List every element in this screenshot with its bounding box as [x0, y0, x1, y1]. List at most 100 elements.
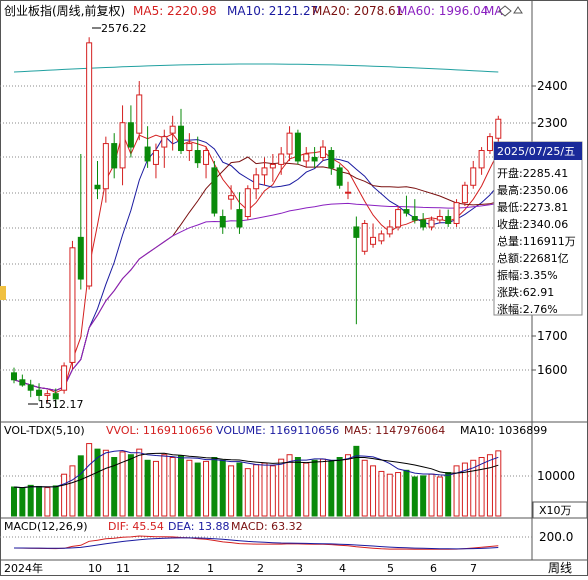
x-tick: 11 — [116, 562, 130, 575]
collapse-triangle-icon[interactable] — [513, 6, 523, 14]
left-scroll-marker[interactable] — [0, 286, 6, 300]
candle-body — [328, 150, 335, 169]
volume-bar — [211, 457, 218, 517]
candle-body — [278, 153, 285, 165]
info-row: 振幅:3.35% — [497, 268, 558, 282]
macd-tick: 200.0 — [539, 530, 573, 544]
candle-body — [228, 195, 235, 200]
price-tick: 2300 — [537, 116, 568, 130]
candlesticks — [11, 37, 502, 407]
candle-body — [186, 143, 193, 152]
volume-bar — [203, 460, 210, 517]
volume-bar — [144, 459, 151, 517]
volume-bar — [244, 468, 251, 517]
volume-bar — [345, 454, 351, 517]
volume-bar — [286, 454, 293, 517]
dea-label: DEA: 13.88 — [168, 520, 229, 533]
info-box-frame — [493, 141, 583, 316]
vol-title: VOL-TDX(5,10) — [4, 424, 85, 437]
candle-body — [169, 125, 176, 134]
volume-bar — [169, 457, 176, 517]
ma-more-label: MA — [484, 4, 503, 18]
ma10-label: MA10: 2121.27 — [227, 4, 318, 18]
volume-bar — [77, 455, 84, 517]
volume-bar — [102, 449, 109, 517]
ma60-label: MA60: 1996.04 — [397, 4, 488, 18]
candle-body — [144, 146, 151, 162]
candle-body — [345, 191, 351, 194]
candle-body — [102, 143, 109, 190]
volume-bar — [420, 475, 427, 517]
candle-body — [161, 136, 168, 148]
candle-body — [303, 153, 310, 162]
volume-bar — [386, 473, 393, 517]
x-tick: 7 — [470, 562, 477, 575]
candle-body — [253, 174, 260, 190]
candle-body — [286, 132, 293, 155]
volume-bar — [403, 469, 410, 517]
info-date-bar — [494, 142, 582, 160]
candle-body — [27, 384, 34, 391]
volume-bar — [161, 454, 168, 517]
vol-ma10-line — [13, 452, 499, 489]
ma60-line — [13, 202, 499, 392]
volume-bar — [136, 448, 143, 517]
candle-body — [395, 209, 402, 228]
candle-body — [436, 216, 443, 221]
candle-body — [127, 122, 134, 148]
candle-body — [428, 219, 435, 228]
main-header: 创业板指(周线,前复权) MA5: 2220.98 MA10: 2121.27 … — [4, 3, 523, 18]
volume-bar — [453, 465, 460, 517]
candle-body — [445, 216, 452, 224]
x-tick: 1 — [207, 562, 214, 575]
volume-bar — [353, 445, 360, 517]
volume-bar — [36, 485, 43, 517]
info-row: 总额:22681亿 — [497, 251, 569, 265]
volume-bar — [119, 451, 126, 517]
vvol-label: VVOL: 1169110656 — [106, 424, 213, 437]
info-date: 2025/07/25/五 — [497, 145, 575, 158]
candle-body — [11, 372, 17, 381]
dif-label: DIF: 45.54 — [108, 520, 164, 533]
volume-bar — [127, 454, 134, 517]
macd-lines — [13, 535, 499, 550]
candle-body — [378, 233, 385, 242]
volume-bar — [311, 459, 318, 517]
candle-body — [478, 150, 485, 169]
volume-bar — [278, 458, 285, 517]
volume-bar — [336, 457, 343, 517]
vol-tick: 10000 — [537, 469, 575, 483]
info-row: 开盘:2285.41 — [497, 166, 568, 180]
candle-body — [178, 125, 184, 152]
vol-unit: X10万 — [539, 504, 572, 517]
candle-body — [370, 236, 377, 245]
info-row: 最高:2350.06 — [497, 183, 568, 197]
volume-bar — [378, 470, 385, 517]
volume-bar — [86, 443, 93, 517]
volume-bar — [111, 457, 118, 517]
candle-body — [294, 132, 301, 162]
candle-body — [19, 379, 26, 386]
volume-bar — [52, 485, 59, 517]
vol-ma5-line — [13, 449, 499, 489]
low-label: 1512.17 — [38, 398, 84, 411]
candle-body — [94, 184, 101, 190]
price-tick: 1700 — [537, 329, 568, 343]
period-label[interactable]: 周线 — [548, 561, 572, 575]
info-row: 最低:2273.81 — [497, 201, 568, 214]
volume-bar — [44, 487, 51, 517]
x-axis: 2024年 10 11 12 1 2 3 4 5 6 7 — [4, 561, 477, 575]
volume-bar — [486, 454, 493, 517]
volume-bar — [236, 462, 243, 517]
candle-body — [420, 219, 427, 228]
expand-diamond-icon[interactable] — [498, 5, 512, 17]
candle-body — [44, 393, 51, 396]
volume-bar — [436, 476, 443, 517]
candle-body — [69, 247, 76, 363]
candle-body — [119, 122, 126, 169]
volume-bar — [11, 486, 17, 517]
chart-title: 创业板指(周线,前复权) — [4, 3, 125, 18]
volume-bar — [470, 459, 477, 517]
